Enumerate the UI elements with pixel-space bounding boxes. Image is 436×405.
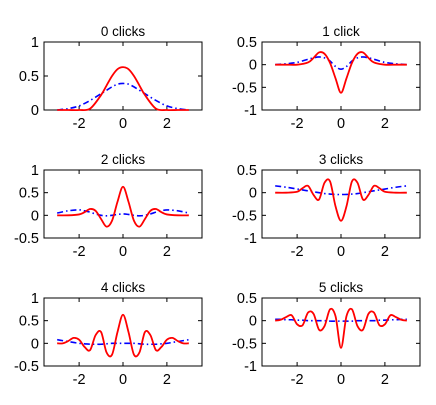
x-tick-label: -2 (291, 244, 304, 260)
chart-title: 5 clicks (319, 280, 364, 295)
y-tick-label: -0.5 (232, 336, 257, 352)
series-line-solid-red (275, 51, 407, 94)
x-tick-label: 0 (337, 116, 345, 132)
y-tick-label: 0.5 (19, 186, 39, 202)
x-tick-label: 2 (163, 244, 171, 260)
subplot-5: 5 clicks -2 0 2 -1 -0.5 0 0.5 (232, 280, 421, 388)
series-line-solid-red (275, 307, 407, 349)
series-line-solid-red (275, 178, 407, 222)
x-tick-label: 2 (381, 244, 389, 260)
x-tick-label: -2 (73, 372, 86, 388)
x-tick-label: -2 (291, 116, 304, 132)
x-tick-label: 2 (163, 116, 171, 132)
x-tick-label: -2 (291, 372, 304, 388)
y-tick-label: 0 (31, 103, 39, 119)
y-tick-label: -0.5 (14, 359, 39, 375)
chart-title: 4 clicks (101, 280, 146, 295)
subplot-2: 2 clicks -2 0 2 -0.5 0 0.5 1 (14, 152, 203, 260)
y-tick-label: 0 (31, 336, 39, 352)
axes-frame (43, 297, 203, 367)
y-tick-label: 0.5 (19, 314, 39, 330)
y-tick-label: 0.5 (19, 69, 39, 85)
series-line-solid-red (57, 66, 189, 112)
y-tick-label: 1 (31, 163, 39, 179)
y-tick-label: 0 (249, 314, 257, 330)
series-line-solid-red (57, 185, 189, 228)
chart-title: 2 clicks (101, 152, 146, 167)
series-line-dashdot-blue (275, 56, 407, 70)
y-tick-label: -1 (244, 231, 257, 247)
x-tick-label: 0 (119, 244, 127, 260)
axes-frame (261, 41, 421, 111)
chart-title: 0 clicks (101, 24, 146, 39)
series-line-dashdot-blue (275, 185, 407, 196)
y-tick-label: 0 (31, 208, 39, 224)
subplot-4: 4 clicks -2 0 2 -0.5 0 0.5 1 (14, 280, 203, 388)
x-tick-label: -2 (73, 116, 86, 132)
axes-frame (43, 41, 203, 111)
y-tick-label: 0.5 (237, 163, 257, 179)
y-tick-label: 0.5 (237, 35, 257, 51)
y-tick-label: 1 (31, 35, 39, 51)
y-tick-label: 0 (249, 186, 257, 202)
chart-title: 3 clicks (319, 152, 364, 167)
axes-frame (43, 169, 203, 239)
axes-frame (261, 169, 421, 239)
x-tick-label: 2 (163, 372, 171, 388)
x-tick-label: 0 (119, 372, 127, 388)
subplot-0: 0 clicks -2 0 2 0 0.5 1 (19, 24, 203, 132)
x-tick-label: 0 (119, 116, 127, 132)
subplot-3: 3 clicks -2 0 2 -1 -0.5 0 0.5 (232, 152, 421, 260)
y-tick-label: 1 (31, 291, 39, 307)
axes-frame (261, 297, 421, 367)
series-line-dashdot-blue (57, 82, 189, 111)
subplot-1: 1 click -2 0 2 -1 -0.5 0 0.5 (232, 24, 421, 132)
series-line-solid-red (57, 313, 189, 358)
x-tick-label: 0 (337, 244, 345, 260)
chart-title: 1 click (322, 24, 360, 39)
x-tick-label: 2 (381, 372, 389, 388)
x-tick-label: 2 (381, 116, 389, 132)
y-tick-label: -0.5 (232, 208, 257, 224)
y-tick-label: -1 (244, 359, 257, 375)
x-tick-label: 0 (337, 372, 345, 388)
y-tick-label: -0.5 (14, 231, 39, 247)
y-tick-label: 0 (249, 58, 257, 74)
series-line-dashdot-blue (275, 318, 407, 322)
x-tick-label: -2 (73, 244, 86, 260)
y-tick-label: -1 (244, 103, 257, 119)
series-line-dashdot-blue (57, 338, 189, 346)
y-tick-label: -0.5 (232, 80, 257, 96)
y-tick-label: 0.5 (237, 291, 257, 307)
